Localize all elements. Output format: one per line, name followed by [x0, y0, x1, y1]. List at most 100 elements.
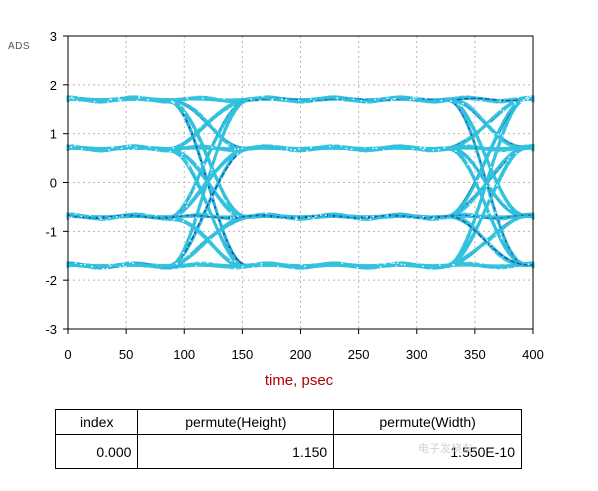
- trace-sample-dot: [185, 205, 188, 208]
- trace-sample-dot: [455, 150, 457, 153]
- trace-sample-dot: [431, 218, 433, 221]
- y-tick-label: 0: [50, 176, 57, 191]
- trace-sample-dot: [412, 96, 415, 99]
- eye-diagram-chart: 0 50 100 150 200 250 300 350 400 -3 -2 -1 0 1 2 3: [45, 29, 543, 362]
- trace-sample-dot: [427, 211, 430, 214]
- trace-sample-dot: [363, 97, 366, 99]
- trace-sample-dot: [146, 213, 149, 216]
- trace-sample-dot: [241, 147, 243, 150]
- trace-sample-dot: [120, 147, 123, 150]
- trace-sample-dot: [280, 149, 283, 152]
- x-axis-title: time, psec: [264, 372, 334, 389]
- trace-sample-dot: [237, 148, 240, 150]
- trace-sample-dot: [292, 268, 295, 270]
- trace-sample-dot: [353, 102, 355, 104]
- trace-sample-dot: [422, 148, 424, 151]
- trace-sample-dot: [479, 216, 482, 219]
- trace-sample-dot: [134, 150, 136, 153]
- trace-sample-dot: [515, 152, 517, 155]
- trace-sample-dot: [345, 150, 348, 152]
- eye-trace: [67, 215, 534, 267]
- trace-sample-dot: [291, 220, 294, 222]
- trace-sample-dot: [319, 214, 322, 217]
- trace-sample-dot: [144, 220, 147, 223]
- trace-sample-dot: [71, 96, 73, 99]
- trace-sample-dot: [127, 149, 130, 151]
- trace-sample-dot: [529, 95, 532, 98]
- trace-sample-dot: [153, 268, 156, 271]
- trace-sample-dot: [294, 96, 297, 98]
- trace-sample-dot: [325, 214, 327, 217]
- trace-sample-dot: [457, 103, 460, 106]
- trace-sample-dot: [336, 100, 339, 102]
- trace-sample-dot: [304, 211, 306, 214]
- trace-sample-dot: [265, 211, 268, 214]
- x-tick-label: 150: [232, 347, 254, 362]
- trace-sample-dot: [285, 99, 288, 101]
- trace-sample-dot: [179, 104, 182, 107]
- trace-sample-dot: [393, 98, 395, 100]
- y-tick-label: -3: [45, 322, 57, 337]
- trace-sample-dot: [210, 196, 213, 199]
- trace-sample-dot: [305, 95, 308, 97]
- trace-sample-dot: [184, 201, 187, 204]
- trace-sample-dot: [187, 165, 190, 168]
- trace-sample-dot: [332, 143, 334, 146]
- trace-sample-dot: [288, 262, 291, 265]
- trace-sample-dot: [282, 150, 285, 153]
- trace-sample-dot: [136, 150, 139, 153]
- x-tick-label: 50: [119, 347, 133, 362]
- trace-sample-dot: [187, 163, 190, 166]
- trace-sample-dot: [133, 218, 136, 220]
- trace-sample-dot: [396, 262, 399, 264]
- trace-sample-dot: [499, 108, 502, 111]
- trace-sample-dot: [523, 99, 526, 101]
- trace-sample-dot: [271, 102, 274, 105]
- trace-sample-dot: [428, 260, 430, 263]
- trace-sample-dot: [117, 101, 119, 104]
- trace-sample-dot: [251, 212, 254, 215]
- trace-sample-dot: [173, 101, 175, 104]
- trace-sample-dot: [524, 266, 527, 269]
- table-row: 0.000 1.150 1.550E-10: [54, 434, 522, 469]
- trace-sample-dot: [375, 147, 378, 150]
- trace-sample-dot: [395, 211, 398, 214]
- trace-sample-dot: [208, 214, 211, 217]
- trace-sample-dot: [68, 267, 71, 269]
- trace-sample-dot: [329, 145, 331, 148]
- header-permute-width: permute(Width): [333, 409, 522, 435]
- trace-sample-dot: [428, 143, 430, 146]
- trace-sample-dot: [379, 265, 382, 268]
- trace-sample-dot: [75, 150, 78, 153]
- trace-sample-dot: [390, 262, 393, 264]
- trace-sample-dot: [225, 200, 228, 202]
- trace-sample-dot: [440, 99, 443, 102]
- trace-sample-dot: [155, 149, 158, 151]
- trace-sample-dot: [301, 263, 303, 266]
- trace-sample-dot: [153, 144, 156, 147]
- trace-sample-dot: [352, 98, 355, 100]
- trace-sample-dot: [105, 268, 108, 271]
- trace-sample-dot: [115, 220, 118, 222]
- trace-sample-dot: [198, 142, 201, 144]
- trace-sample-dot: [378, 260, 381, 263]
- trace-sample-dot: [210, 169, 213, 171]
- trace-sample-dot: [331, 100, 334, 103]
- trace-sample-dot: [471, 214, 473, 217]
- trace-sample-dot: [508, 225, 511, 227]
- trace-sample-dot: [508, 207, 511, 210]
- trace-sample-dot: [413, 267, 415, 270]
- trace-sample-dot: [229, 211, 232, 214]
- trace-sample-dot: [155, 214, 158, 217]
- trace-sample-dot: [180, 156, 183, 158]
- trace-sample-dot: [183, 116, 186, 119]
- y-tick-label: 3: [50, 29, 57, 44]
- trace-sample-dot: [259, 99, 262, 102]
- trace-sample-dot: [312, 217, 315, 220]
- trace-sample-dot: [360, 99, 363, 102]
- trace-sample-dot: [489, 122, 491, 124]
- axis-ticks: 0 50 100 150 200 250 300 350 400 -3 -2 -1 0 1 2 3: [45, 29, 543, 362]
- trace-sample-dot: [111, 146, 114, 149]
- cell-width: 1.550E-10: [333, 434, 522, 469]
- trace-sample-dot: [403, 263, 406, 266]
